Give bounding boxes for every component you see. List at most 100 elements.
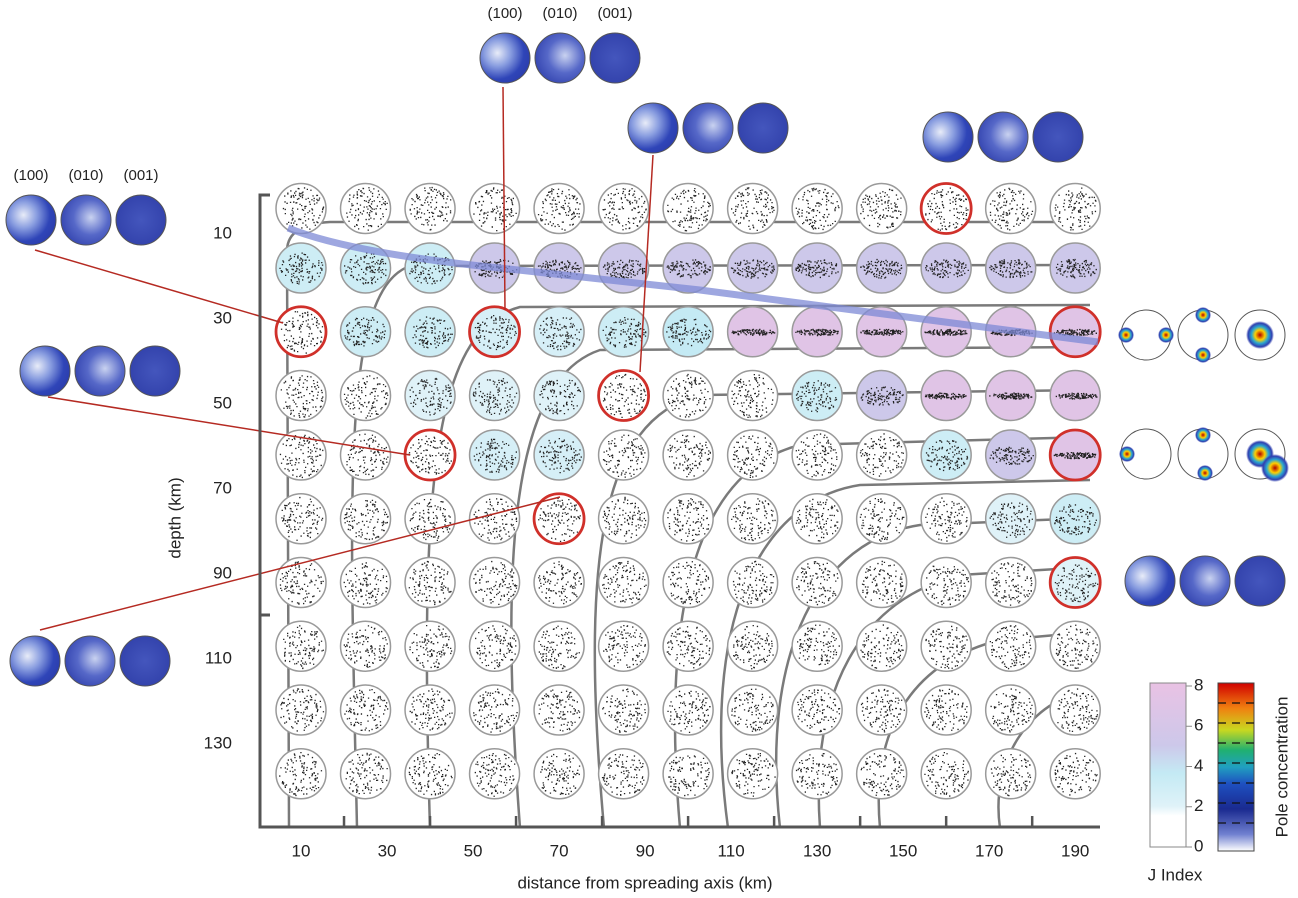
pole-dots <box>1055 624 1098 669</box>
pole-dots <box>409 625 453 669</box>
pole-figure <box>855 429 908 481</box>
inset-pole-figure <box>119 635 171 687</box>
pole-figure <box>726 620 779 672</box>
pole-figure <box>404 493 456 545</box>
pole-max <box>1197 465 1213 481</box>
plane-label: (100) <box>487 5 522 22</box>
pole-figure <box>920 429 972 481</box>
pole-dots <box>925 259 969 279</box>
inset-pole-figure <box>5 194 57 246</box>
pole-figure <box>404 684 456 736</box>
pole-dots <box>795 753 838 796</box>
pole-dots <box>860 258 903 279</box>
pole-max <box>1246 321 1274 349</box>
inset-pole-figure <box>19 345 71 397</box>
pole-dots <box>795 380 838 413</box>
pole-figure <box>597 493 650 545</box>
pole-figure <box>597 684 650 736</box>
pole-dots <box>602 373 647 418</box>
pole-dots <box>925 625 968 669</box>
pole-figure <box>339 182 392 235</box>
pole-figure <box>468 620 521 672</box>
pole-figure <box>726 684 779 736</box>
pole-figure <box>533 306 585 358</box>
pole-dots <box>1054 752 1098 796</box>
pole-figure <box>275 429 327 481</box>
pole-figure <box>855 493 908 545</box>
inset-pole-figure <box>922 111 974 163</box>
pole-dots <box>280 375 324 418</box>
pole-max <box>1195 347 1211 363</box>
pole-figure <box>855 748 908 800</box>
pole-figure <box>339 748 392 800</box>
pole-dots <box>667 188 711 232</box>
pole-figure <box>533 242 585 294</box>
pole-figure <box>920 556 972 609</box>
pole-dots <box>602 496 647 542</box>
pole-figure <box>726 493 779 545</box>
pole-dots <box>602 317 647 348</box>
pole-figure <box>404 556 456 609</box>
pole-dots <box>795 328 839 337</box>
pole-figure <box>533 748 585 800</box>
pole-dots <box>472 378 518 415</box>
pole-dots <box>279 434 324 479</box>
pole-figure <box>597 369 650 422</box>
pole-dots <box>1054 504 1097 536</box>
pole-dots <box>539 438 582 474</box>
pole-dots <box>602 188 647 231</box>
pole-dots <box>601 754 645 796</box>
pole-figure <box>791 620 843 672</box>
pole-dots <box>795 498 839 542</box>
pole-dots <box>667 373 711 418</box>
pole-dots <box>1055 392 1098 400</box>
pole-dots <box>989 259 1033 279</box>
pole-dots <box>860 188 902 229</box>
y-tick-label: 30 <box>213 308 232 327</box>
pole-dots <box>283 625 324 670</box>
plane-label: (010) <box>68 167 103 184</box>
pole-figure <box>662 429 714 481</box>
pole-figure <box>791 182 843 235</box>
pole-figure <box>275 242 327 294</box>
pole-dots <box>924 328 968 336</box>
pole-dots <box>731 753 776 797</box>
x-tick-label: 110 <box>718 841 745 860</box>
pole-dots <box>538 625 580 670</box>
pole-colorbar <box>1217 682 1255 852</box>
pole-figure <box>791 429 843 481</box>
pole-figure <box>275 556 327 609</box>
pole-dots <box>345 752 388 795</box>
inset-pole-figure <box>9 635 61 687</box>
x-tick-label: 30 <box>378 841 397 860</box>
j-colorbar <box>1149 682 1187 848</box>
pole-figure <box>275 369 327 422</box>
pole-dots <box>343 375 389 419</box>
j-tick-label: 0 <box>1194 836 1203 855</box>
pole-figure <box>1049 748 1101 800</box>
pole-figure <box>339 556 392 609</box>
pole-figure <box>533 369 585 422</box>
inset-pole-figure <box>737 102 789 154</box>
pole-figure <box>597 556 650 609</box>
pole-dots <box>989 502 1033 538</box>
boundary-line <box>286 224 1099 346</box>
pole-dots <box>344 689 389 732</box>
pole-figure <box>919 182 973 235</box>
x-tick-label: 150 <box>889 841 917 860</box>
pole-dots <box>666 259 711 279</box>
pole-max <box>1195 307 1211 323</box>
j-scale-label: J Index <box>1148 865 1203 884</box>
j-tick-label: 2 <box>1194 796 1203 815</box>
pole-dots <box>408 753 453 796</box>
pole-figure <box>984 556 1037 609</box>
pole-dots <box>346 433 389 478</box>
pole-colorbar-ticks <box>1218 702 1254 824</box>
inset-pole-figure <box>64 635 116 687</box>
pole-dots <box>473 187 517 232</box>
y-axis-label: depth (km) <box>165 477 184 558</box>
pole-dots <box>537 188 581 231</box>
pole-dots <box>861 560 904 604</box>
x-tick-label: 130 <box>803 841 831 860</box>
